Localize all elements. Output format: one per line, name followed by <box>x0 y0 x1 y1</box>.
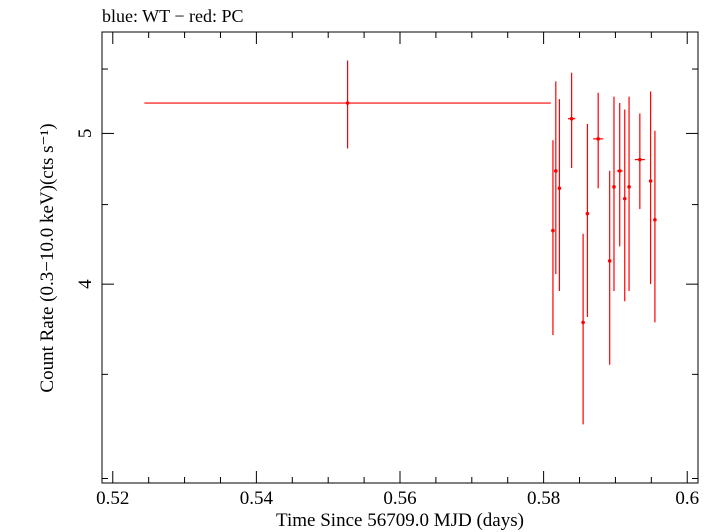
data-marker <box>617 169 622 173</box>
data-marker <box>596 137 600 141</box>
y-tick-label: 4 <box>75 279 96 289</box>
data-point <box>622 109 627 302</box>
data-marker <box>622 196 627 201</box>
x-tick-label: 0.56 <box>383 488 416 509</box>
data-marker <box>551 228 555 233</box>
plot-frame <box>101 31 699 484</box>
data-point <box>568 72 576 169</box>
data-point <box>612 96 616 291</box>
data-marker <box>607 259 612 263</box>
data-point <box>581 233 585 425</box>
x-tick-label: 0.58 <box>527 488 560 509</box>
data-marker <box>557 186 562 191</box>
data-point <box>551 140 555 335</box>
x-tick-label: 0.6 <box>675 488 699 509</box>
x-tick-label: 0.52 <box>96 488 129 509</box>
data-point <box>627 96 631 291</box>
data-marker <box>627 185 631 189</box>
data-point <box>653 130 657 323</box>
data-point <box>554 81 558 275</box>
data-marker <box>585 211 590 216</box>
y-tick-label: 5 <box>75 129 96 139</box>
data-point <box>144 60 551 149</box>
data-points <box>144 60 657 425</box>
x-axis-tick-labels: 0.52 0.54 0.56 0.58 0.6 <box>96 488 699 509</box>
x-axis-ticks <box>112 32 688 483</box>
data-marker <box>554 169 558 173</box>
x-tick-label: 0.54 <box>240 488 274 509</box>
data-marker <box>569 116 574 121</box>
data-marker <box>638 157 642 162</box>
chart-title: blue: WT − red: PC <box>102 6 243 26</box>
data-point <box>557 99 562 291</box>
data-point <box>607 170 612 365</box>
data-point <box>585 124 590 318</box>
data-marker <box>648 179 653 183</box>
data-marker <box>581 320 585 325</box>
data-point <box>648 91 653 285</box>
data-marker <box>345 101 350 105</box>
y-axis-tick-labels: 45 <box>75 129 96 289</box>
data-point <box>593 92 604 189</box>
data-point <box>634 113 645 210</box>
y-axis-ticks <box>102 68 698 479</box>
data-marker <box>612 185 616 189</box>
x-axis-title: Time Since 56709.0 MJD (days) <box>276 510 524 531</box>
data-marker <box>653 217 657 222</box>
y-axis-title: Count Rate (0.3−10.0 keV)(cts s⁻¹) <box>37 123 58 392</box>
data-point <box>616 103 623 247</box>
